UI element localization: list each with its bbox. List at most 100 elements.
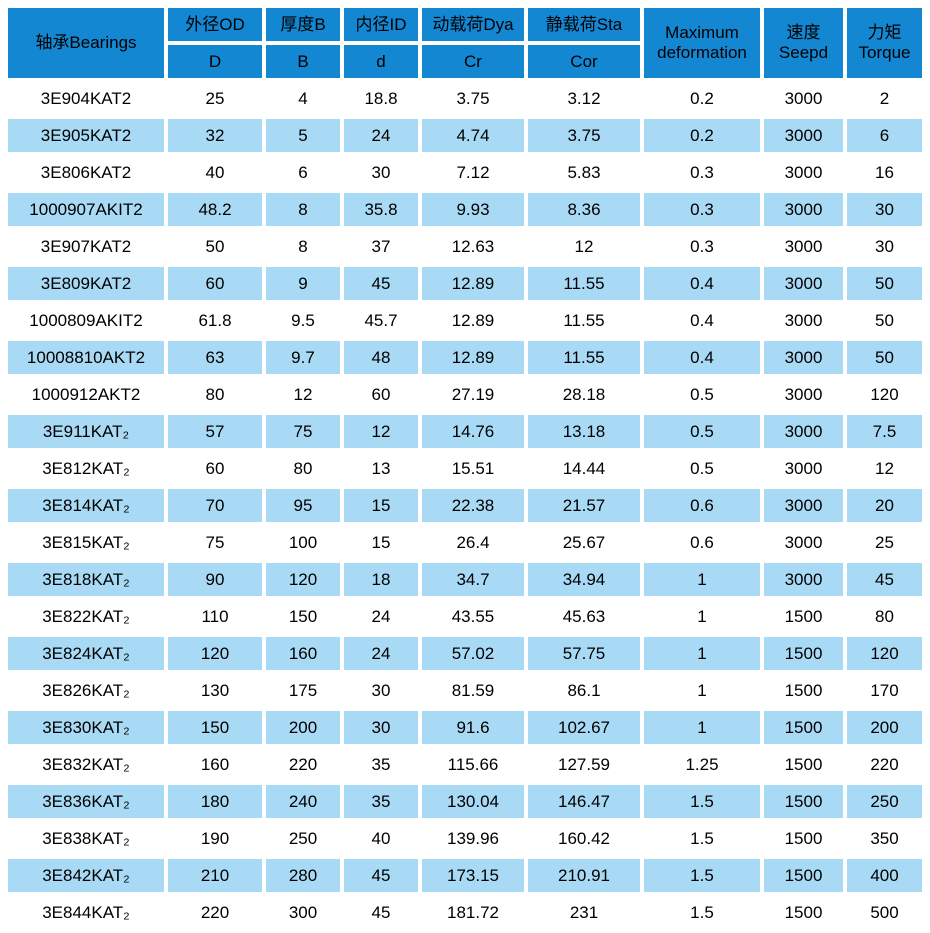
value-cell: 90 [168, 563, 262, 596]
bearing-model-cell: 3E838KAT₂ [8, 822, 164, 855]
value-cell: 9.7 [266, 341, 340, 374]
value-cell: 160.42 [528, 822, 640, 855]
value-cell: 35 [344, 748, 418, 781]
bearing-model-cell: 3E815KAT₂ [8, 526, 164, 559]
table-row: 1000912AKT2 80 12 60 27.19 28.18 0.5 3000 120 [8, 378, 922, 411]
value-cell: 3000 [764, 267, 843, 300]
value-cell: 1.5 [644, 822, 760, 855]
value-cell: 95 [266, 489, 340, 522]
header-speed-en: Seepd [778, 43, 829, 62]
value-cell: 13 [344, 452, 418, 485]
value-cell: 130.04 [422, 785, 524, 818]
bearing-model-cell: 3E818KAT₂ [8, 563, 164, 596]
value-cell: 1.5 [644, 785, 760, 818]
value-cell: 150 [266, 600, 340, 633]
value-cell: 12.89 [422, 341, 524, 374]
value-cell: 3000 [764, 156, 843, 189]
value-cell: 220 [266, 748, 340, 781]
header-speed-zh: 速度 [786, 23, 821, 43]
value-cell: 20 [847, 489, 922, 522]
value-cell: 4.74 [422, 119, 524, 152]
table-row: 3E904KAT2 25 4 18.8 3.75 3.12 0.2 3000 2 [8, 82, 922, 115]
value-cell: 21.57 [528, 489, 640, 522]
value-cell: 50 [847, 341, 922, 374]
value-cell: 11.55 [528, 341, 640, 374]
value-cell: 86.1 [528, 674, 640, 707]
value-cell: 300 [266, 896, 340, 929]
value-cell: 18 [344, 563, 418, 596]
value-cell: 1500 [764, 674, 843, 707]
value-cell: 120 [266, 563, 340, 596]
value-cell: 61.8 [168, 304, 262, 337]
bearing-model-cell: 3E809KAT2 [8, 267, 164, 300]
table-row: 3E832KAT₂ 160 220 35 115.66 127.59 1.25 1500 220 [8, 748, 922, 781]
value-cell: 50 [847, 304, 922, 337]
value-cell: 30 [344, 674, 418, 707]
value-cell: 75 [266, 415, 340, 448]
value-cell: 500 [847, 896, 922, 929]
table-row: 1000907AKIT2 48.2 8 35.8 9.93 8.36 0.3 3000 30 [8, 193, 922, 226]
table-row: 3E812KAT₂ 60 80 13 15.51 14.44 0.5 3000 12 [8, 452, 922, 485]
header-inner-diameter: 内径ID [344, 8, 418, 41]
value-cell: 24 [344, 119, 418, 152]
header-symbol-Cor: Cor [528, 45, 640, 78]
value-cell: 15 [344, 489, 418, 522]
bearing-model-cell: 3E830KAT₂ [8, 711, 164, 744]
bearing-model-cell: 10008810AKT2 [8, 341, 164, 374]
value-cell: 210.91 [528, 859, 640, 892]
value-cell: 63 [168, 341, 262, 374]
value-cell: 48.2 [168, 193, 262, 226]
value-cell: 181.72 [422, 896, 524, 929]
value-cell: 28.18 [528, 378, 640, 411]
value-cell: 7.5 [847, 415, 922, 448]
value-cell: 12 [266, 378, 340, 411]
table-row: 10008810AKT2 63 9.7 48 12.89 11.55 0.4 3000 50 [8, 341, 922, 374]
value-cell: 2 [847, 82, 922, 115]
value-cell: 110 [168, 600, 262, 633]
value-cell: 3000 [764, 193, 843, 226]
value-cell: 0.4 [644, 341, 760, 374]
value-cell: 45.7 [344, 304, 418, 337]
bearing-model-cell: 3E911KAT₂ [8, 415, 164, 448]
bearings-spec-table: 轴承Bearings 外径OD 厚度B 内径ID 动载荷Dya 静载荷Sta M… [4, 4, 926, 933]
value-cell: 24 [344, 637, 418, 670]
value-cell: 160 [168, 748, 262, 781]
value-cell: 1500 [764, 637, 843, 670]
table-row: 3E826KAT₂ 130 175 30 81.59 86.1 1 1500 170 [8, 674, 922, 707]
value-cell: 0.5 [644, 415, 760, 448]
table-row: 3E911KAT₂ 57 75 12 14.76 13.18 0.5 3000 7.5 [8, 415, 922, 448]
value-cell: 200 [847, 711, 922, 744]
header-static-load: 静载荷Sta [528, 8, 640, 41]
value-cell: 1.5 [644, 896, 760, 929]
value-cell: 0.3 [644, 193, 760, 226]
value-cell: 60 [344, 378, 418, 411]
value-cell: 5.83 [528, 156, 640, 189]
value-cell: 7.12 [422, 156, 524, 189]
value-cell: 146.47 [528, 785, 640, 818]
value-cell: 0.6 [644, 489, 760, 522]
header-speed: 速度 Seepd [764, 8, 843, 78]
value-cell: 8.36 [528, 193, 640, 226]
value-cell: 40 [168, 156, 262, 189]
value-cell: 120 [168, 637, 262, 670]
value-cell: 280 [266, 859, 340, 892]
value-cell: 12 [847, 452, 922, 485]
value-cell: 30 [344, 711, 418, 744]
bearing-model-cell: 3E844KAT₂ [8, 896, 164, 929]
header-symbol-D: D [168, 45, 262, 78]
value-cell: 11.55 [528, 267, 640, 300]
value-cell: 30 [344, 156, 418, 189]
header-torque-zh: 力矩 [867, 23, 902, 43]
value-cell: 24 [344, 600, 418, 633]
table-row: 3E815KAT₂ 75 100 15 26.4 25.67 0.6 3000 25 [8, 526, 922, 559]
value-cell: 120 [847, 637, 922, 670]
value-cell: 48 [344, 341, 418, 374]
value-cell: 57.02 [422, 637, 524, 670]
header-torque-en: Torque [858, 43, 911, 62]
value-cell: 3000 [764, 452, 843, 485]
table-body: 3E904KAT2 25 4 18.8 3.75 3.12 0.2 3000 2 3E905KAT… [8, 82, 922, 929]
value-cell: 0.2 [644, 82, 760, 115]
value-cell: 1500 [764, 711, 843, 744]
value-cell: 12.89 [422, 304, 524, 337]
value-cell: 80 [847, 600, 922, 633]
